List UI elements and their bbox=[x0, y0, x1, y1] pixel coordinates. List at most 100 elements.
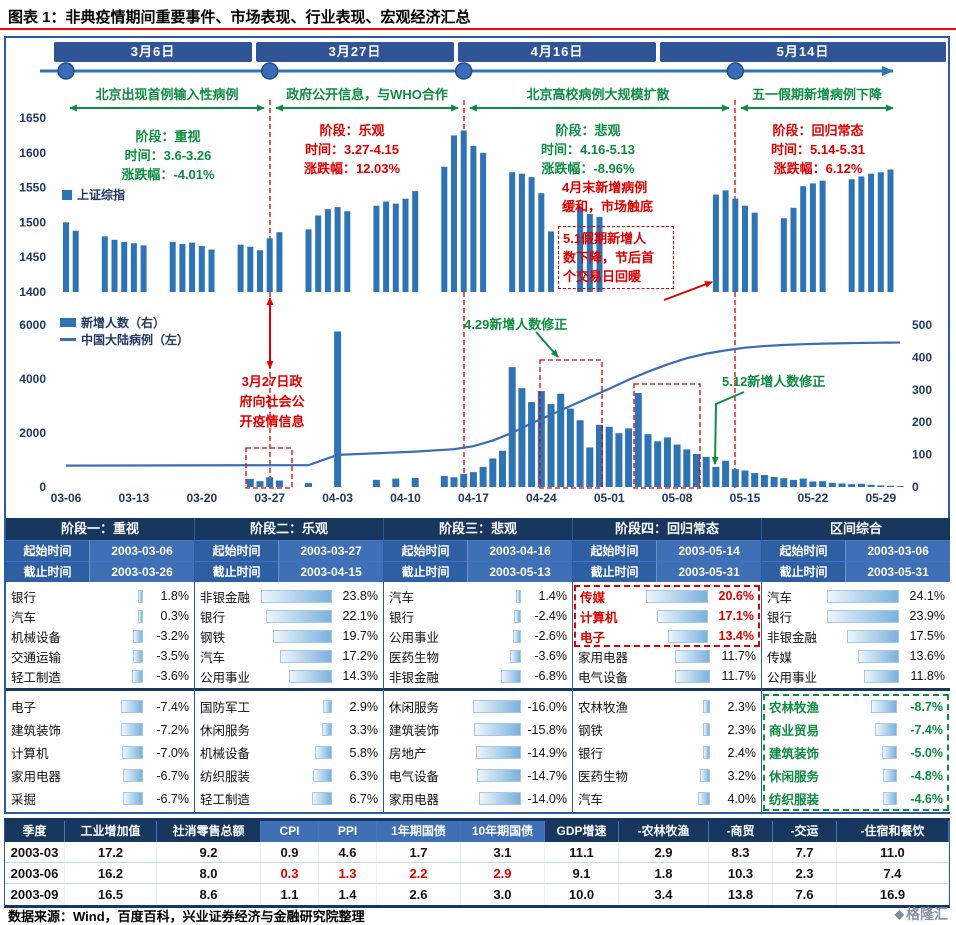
timeline-event-label-2: 政府公开信息，与WHO合作 bbox=[286, 87, 448, 102]
industry-change-value: 13.4% bbox=[718, 629, 754, 643]
end-time-value: 2003-05-31 bbox=[845, 561, 950, 582]
industry-row: 电气设备 -14.7% bbox=[384, 764, 572, 787]
industry-name: 机械设备 bbox=[200, 747, 251, 761]
data-source-note: 数据来源：Wind，百度百科，兴业证券经济与金融研究院整理 bbox=[8, 909, 365, 924]
industry-change-value: -5.0% bbox=[910, 745, 943, 760]
industry-name: 银行 bbox=[389, 610, 415, 625]
industry-name: 计算机 bbox=[11, 747, 49, 761]
macro-cell: 3.1 bbox=[461, 842, 545, 863]
macro-header-cell: PPI bbox=[319, 821, 377, 842]
industry-change-value: 6.3% bbox=[349, 768, 379, 783]
macro-cell: 7.7 bbox=[773, 842, 837, 863]
performance-bar bbox=[289, 669, 332, 683]
industry-row: 银行 22.1% bbox=[195, 606, 383, 626]
chart-panel-border bbox=[4, 36, 950, 814]
industry-change-value: -14.7% bbox=[527, 768, 567, 783]
performance-bar bbox=[674, 669, 710, 683]
epidemic-chart-legend: 新增人数（右） 中国大陆病例（左） bbox=[60, 314, 189, 348]
section-divider bbox=[195, 688, 383, 691]
start-time-value: 2003-03-06 bbox=[845, 540, 950, 561]
industry-name: 汽车 bbox=[200, 650, 226, 665]
industry-name: 汽车 bbox=[389, 590, 415, 605]
industry-row: 计算机 17.1% bbox=[575, 606, 759, 626]
industry-row: 家用电器 11.7% bbox=[573, 646, 761, 666]
performance-bar bbox=[646, 589, 708, 603]
macro-cell: 2.9 bbox=[461, 863, 545, 884]
performance-bar bbox=[698, 792, 710, 805]
end-time-value: 2003-03-26 bbox=[89, 561, 194, 582]
industry-row: 银行 1.8% bbox=[6, 586, 194, 606]
stage-annotation-3: 阶段：悲观 时间：4.16-5.13 涨跌幅：-8.96% bbox=[541, 123, 635, 176]
industry-change-value: -2.6% bbox=[534, 629, 567, 643]
performance-bar bbox=[700, 769, 710, 782]
industry-name: 电气设备 bbox=[578, 670, 629, 685]
performance-bar bbox=[883, 792, 897, 805]
performance-bar bbox=[121, 723, 143, 736]
industry-change-value: 1.4% bbox=[538, 589, 568, 603]
timeline-event-label-4: 五一假期新增病例下降 bbox=[751, 87, 882, 102]
performance-bar bbox=[882, 769, 897, 782]
top-performers: 汽车 24.1% 银行 23.9% 非银金融 17.5% 传媒 13.6% 公用事业 11.8% bbox=[762, 582, 950, 688]
industry-change-value: 23.9% bbox=[909, 609, 945, 623]
macro-cell: 3.4 bbox=[619, 884, 709, 905]
industry-change-value: -6.7% bbox=[156, 768, 189, 783]
industry-change-value: -7.0% bbox=[156, 745, 189, 760]
section-divider bbox=[762, 688, 950, 691]
performance-bar bbox=[476, 746, 521, 759]
industry-name: 休闲服务 bbox=[769, 770, 820, 784]
industry-change-value: 17.5% bbox=[909, 629, 945, 643]
industry-name: 医药生物 bbox=[578, 770, 629, 784]
industry-change-value: -2.4% bbox=[534, 609, 567, 623]
end-time-label: 截止时间 bbox=[762, 561, 846, 582]
industry-change-value: 2.4% bbox=[727, 745, 757, 760]
end-time-label: 截止时间 bbox=[573, 561, 657, 582]
macro-cell: 11.1 bbox=[545, 842, 619, 863]
annotation-may-holiday: 5.1假期新增人 数下降，节后首 个交易日回暖 bbox=[558, 226, 674, 289]
industry-name: 医药生物 bbox=[389, 650, 440, 665]
stage-annotation-1: 阶段：重视 时间：3.6-3.26 涨跌幅：-4.01% bbox=[121, 129, 215, 182]
industry-row: 医药生物 3.2% bbox=[573, 764, 761, 787]
industry-row: 休闲服务 -4.8% bbox=[764, 764, 948, 787]
industry-change-value: 2.3% bbox=[727, 722, 757, 737]
cumulative-cases-legend: 中国大陆病例（左） bbox=[60, 331, 189, 348]
end-time-value: 2003-04-15 bbox=[278, 561, 383, 582]
industry-row: 机械设备 5.8% bbox=[195, 741, 383, 764]
industry-row: 休闲服务 -16.0% bbox=[384, 695, 572, 718]
end-time-value: 2003-05-13 bbox=[467, 561, 572, 582]
macro-cell: 8.0 bbox=[157, 863, 261, 884]
industry-row: 家用电器 -6.7% bbox=[6, 764, 194, 787]
industry-row: 家用电器 -14.0% bbox=[384, 787, 572, 810]
annotation-april-end: 4月末新增病例 缓和，市场触底 bbox=[562, 180, 654, 214]
industry-change-value: 2.3% bbox=[727, 699, 757, 714]
sse-index-legend: 上证综指 bbox=[62, 186, 125, 203]
industry-row: 汽车 4.0% bbox=[573, 787, 761, 810]
industry-row: 银行 -2.4% bbox=[384, 606, 572, 626]
macro-cell: 0.3 bbox=[261, 863, 319, 884]
macro-cell: 10.3 bbox=[709, 863, 773, 884]
industry-change-value: 11.7% bbox=[721, 649, 756, 663]
timeline-date-pill-4: 5月14日 bbox=[660, 42, 946, 62]
macro-cell: 2.3 bbox=[773, 863, 837, 884]
annotation-march27-disclosure: 3月27日政 府向社会公 开疫情信息 bbox=[239, 374, 305, 429]
start-time-label: 起始时间 bbox=[384, 540, 468, 561]
industry-change-value: -15.8% bbox=[527, 722, 567, 737]
industry-name: 家用电器 bbox=[578, 650, 629, 665]
stage-header: 区间综合 bbox=[762, 518, 950, 540]
industry-change-value: 5.8% bbox=[349, 745, 379, 760]
performance-bar bbox=[874, 723, 897, 736]
new-cases-legend: 新增人数（右） bbox=[60, 314, 189, 331]
bar-swatch-icon bbox=[62, 189, 72, 200]
performance-bar bbox=[703, 700, 710, 713]
industry-row: 公用事业 11.8% bbox=[762, 666, 950, 686]
stage-start-row: 起始时间 2003-03-27 bbox=[195, 540, 383, 561]
macro-cell: 1.8 bbox=[619, 863, 709, 884]
industry-name: 电子 bbox=[11, 701, 37, 715]
performance-bar bbox=[323, 700, 332, 713]
performance-bar bbox=[510, 649, 521, 663]
industry-change-value: 13.6% bbox=[909, 649, 945, 663]
gelonghui-logo: ◆ 格隆汇 bbox=[895, 904, 948, 924]
diamond-icon: ◆ bbox=[894, 907, 904, 921]
industry-row: 国防军工 2.9% bbox=[195, 695, 383, 718]
start-time-label: 起始时间 bbox=[6, 540, 90, 561]
macro-row-label: 2003-09 bbox=[5, 884, 65, 905]
